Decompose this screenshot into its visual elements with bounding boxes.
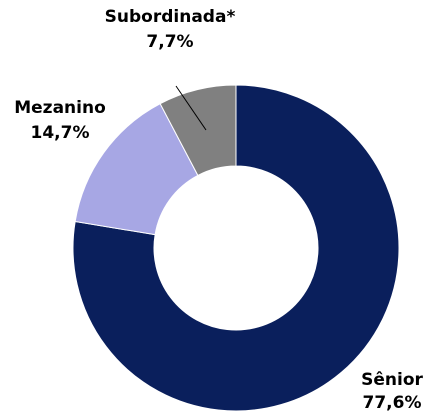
slice-label: Sênior <box>361 370 423 390</box>
slice-value: 77,6% <box>363 393 422 413</box>
donut-slice <box>72 84 400 412</box>
slice-label: Mezanino <box>14 98 106 118</box>
leader-line <box>175 85 207 131</box>
slice-value: 7,7% <box>146 32 193 52</box>
slice-value: 14,7% <box>31 123 90 143</box>
slice-label: Subordinada* <box>105 7 236 27</box>
